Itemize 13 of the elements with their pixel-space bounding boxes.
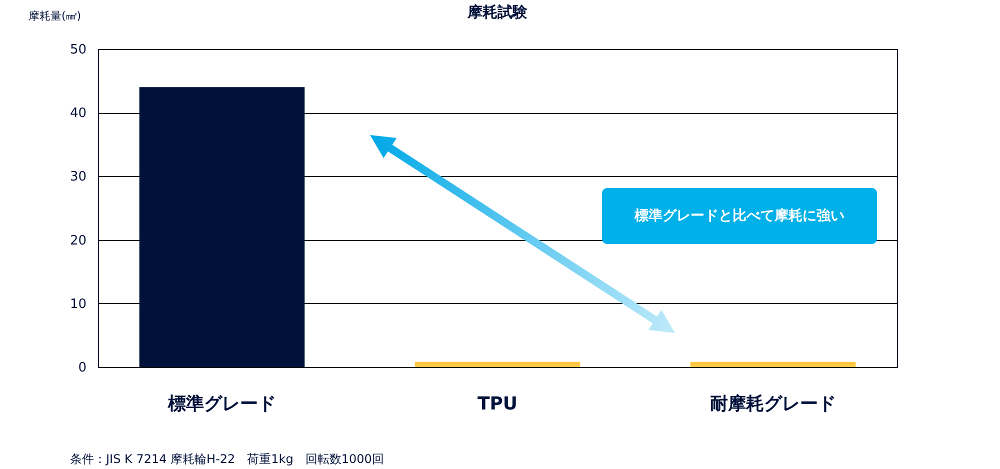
y-tick-label: 50 bbox=[70, 42, 86, 58]
y-tick-label: 10 bbox=[70, 296, 86, 312]
y-tick-label: 40 bbox=[70, 106, 86, 122]
x-tick-label: 耐摩耗グレード bbox=[710, 394, 836, 414]
x-tick-label: 標準グレード bbox=[166, 394, 276, 414]
x-tick-label: TPU bbox=[477, 394, 518, 414]
text: 条件：JIS K 7214 摩耗輪H-22 荷重1kg 回転数1000回 bbox=[70, 451, 384, 468]
y-axis-title: 摩耗量(㎟) bbox=[28, 10, 82, 22]
callout-box: 標準グレードと比べて摩耗に強い bbox=[602, 188, 877, 244]
y-tick-label: 0 bbox=[78, 360, 86, 376]
y-tick-label: 20 bbox=[70, 233, 86, 248]
chart-title: 摩耗試験 bbox=[466, 3, 528, 21]
y-tick-label: 30 bbox=[70, 170, 86, 185]
